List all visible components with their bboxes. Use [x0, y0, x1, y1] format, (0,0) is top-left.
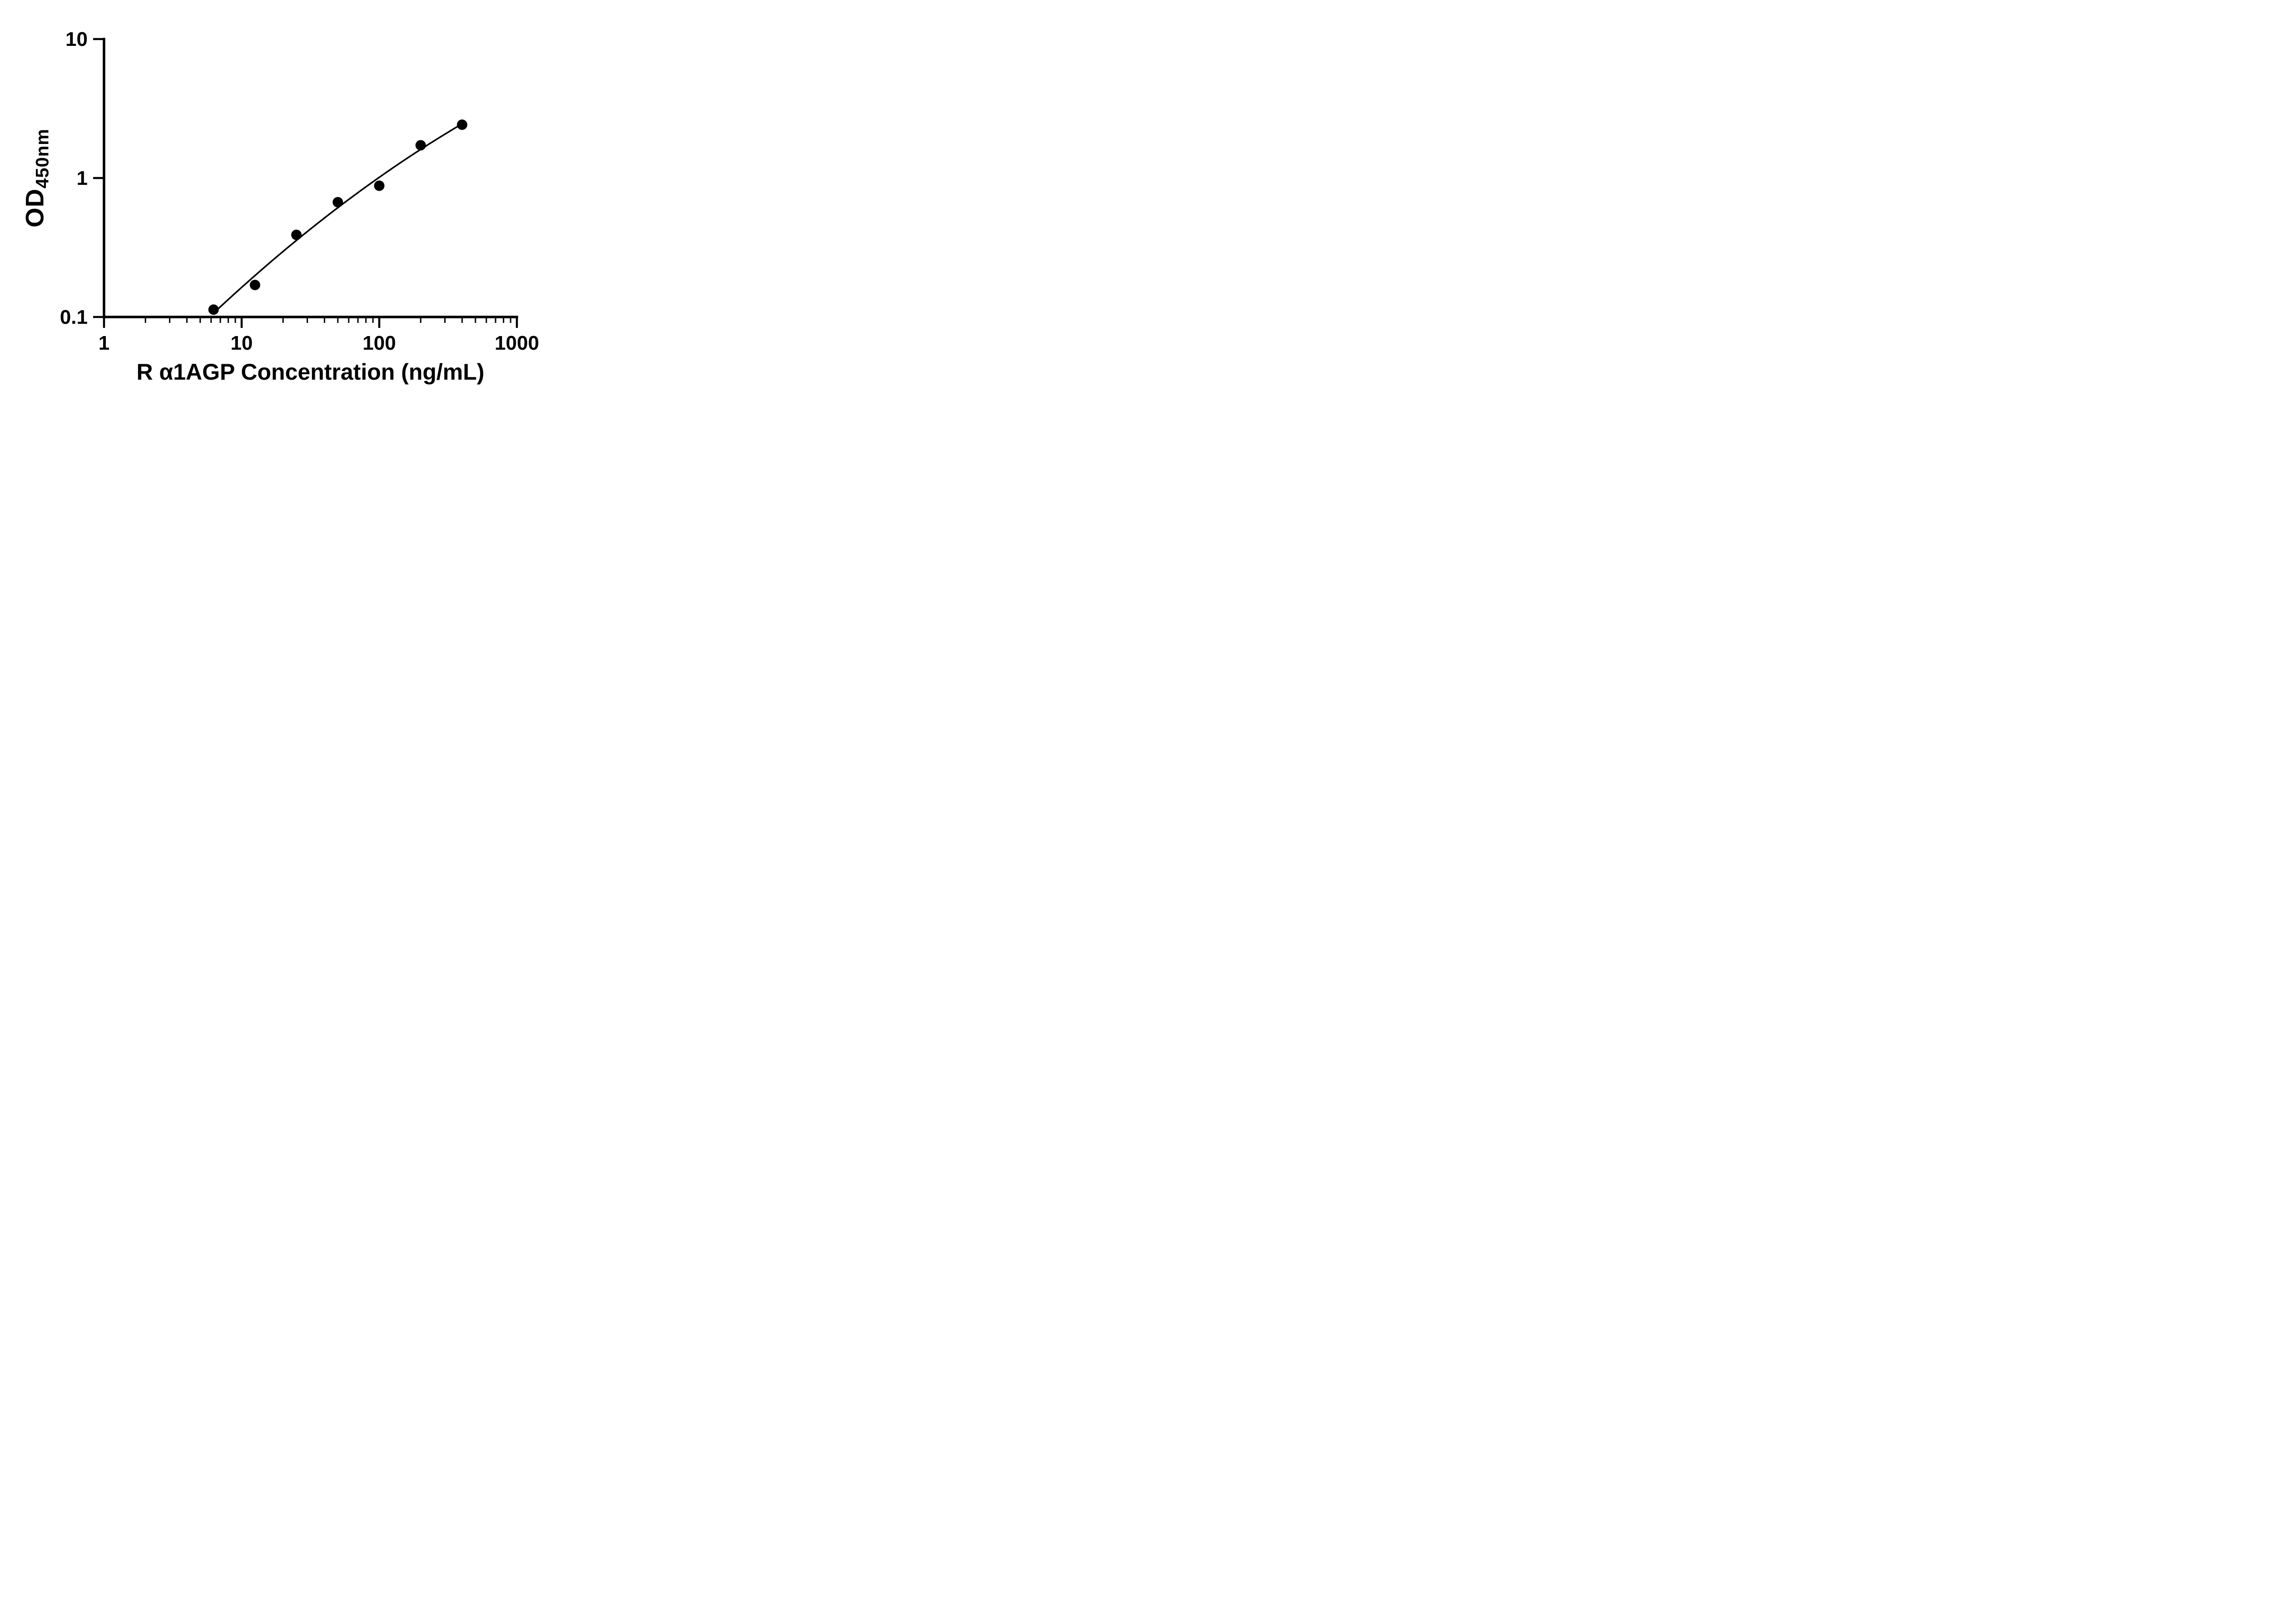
- chart-svg: 1 10 100 1000 0.1 1 10: [60, 28, 539, 354]
- elisa-standard-curve-figure: 1 10 100 1000 0.1 1 10 OD450nm R α1AGP Concent…: [0, 0, 573, 406]
- data-point: [456, 119, 467, 130]
- x-axis-title: R α1AGP Concentration (ng/mL): [136, 359, 485, 385]
- data-point: [374, 180, 385, 191]
- y-axis-title-subscript: 450nm: [32, 129, 53, 188]
- y-tick-label: 10: [65, 28, 88, 50]
- data-point: [332, 197, 343, 208]
- y-tick-label: 0.1: [60, 306, 88, 328]
- axis-lines: [103, 38, 518, 318]
- x-tick-label: 10: [231, 332, 253, 354]
- x-tick-label: 1: [99, 332, 109, 354]
- x-tick-label: 100: [362, 332, 396, 354]
- data-point: [291, 229, 302, 240]
- y-tick-label: 1: [77, 167, 88, 189]
- chart-area: 1 10 100 1000 0.1 1 10 OD450nm R α1AGP Concent…: [0, 0, 573, 406]
- data-point: [249, 280, 260, 290]
- data-point: [415, 140, 426, 151]
- data-point: [208, 304, 219, 315]
- y-axis-title: OD450nm: [20, 129, 53, 228]
- x-tick-label: 1000: [495, 332, 539, 354]
- y-axis-title-main: OD: [20, 188, 49, 228]
